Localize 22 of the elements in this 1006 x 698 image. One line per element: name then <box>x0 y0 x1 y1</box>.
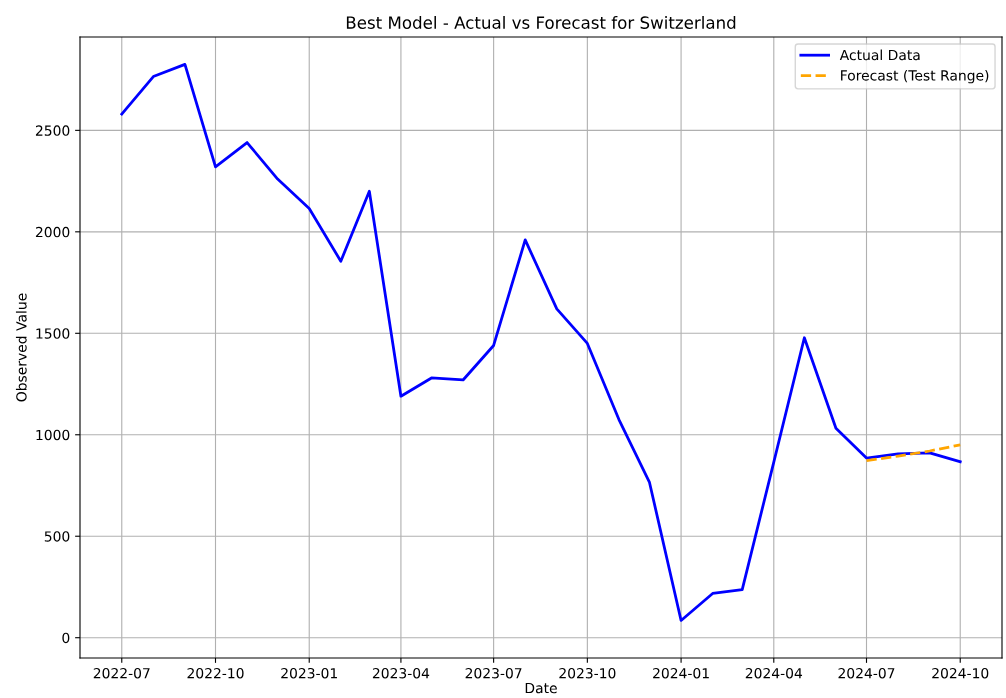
x-tick-label: 2023-07 <box>465 667 522 679</box>
x-tick-label: 2023-01 <box>281 667 337 679</box>
chart-title: Best Model - Actual vs Forecast for Switzerland <box>346 16 736 29</box>
y-tick-label: 2500 <box>35 125 70 136</box>
x-axis-title: Date <box>525 682 557 694</box>
y-tick-label: 1500 <box>36 328 70 339</box>
legend-label: Forecast (Test Range) <box>841 69 989 84</box>
x-tick-label: 2022-10 <box>187 667 244 679</box>
x-tick-label: 2023-10 <box>559 667 616 679</box>
x-tick-label: 2024-01 <box>653 667 709 679</box>
line-series <box>865 443 962 463</box>
x-tick-label: 2022-07 <box>93 667 150 679</box>
x-tick-label: 2023-04 <box>372 667 430 679</box>
y-axis-title: Observed Value <box>15 293 27 402</box>
y-tick-label: 0 <box>62 632 70 644</box>
x-tick-label: 2024-10 <box>932 667 989 679</box>
legend-label: Actual Data <box>839 49 920 61</box>
y-tick-label: 1000 <box>36 429 70 441</box>
y-tick-label: 500 <box>44 531 70 542</box>
y-tick-label: 2000 <box>35 226 70 238</box>
x-tick-label: 2024-04 <box>745 667 803 679</box>
x-tick-label: 2024-07 <box>838 667 895 679</box>
